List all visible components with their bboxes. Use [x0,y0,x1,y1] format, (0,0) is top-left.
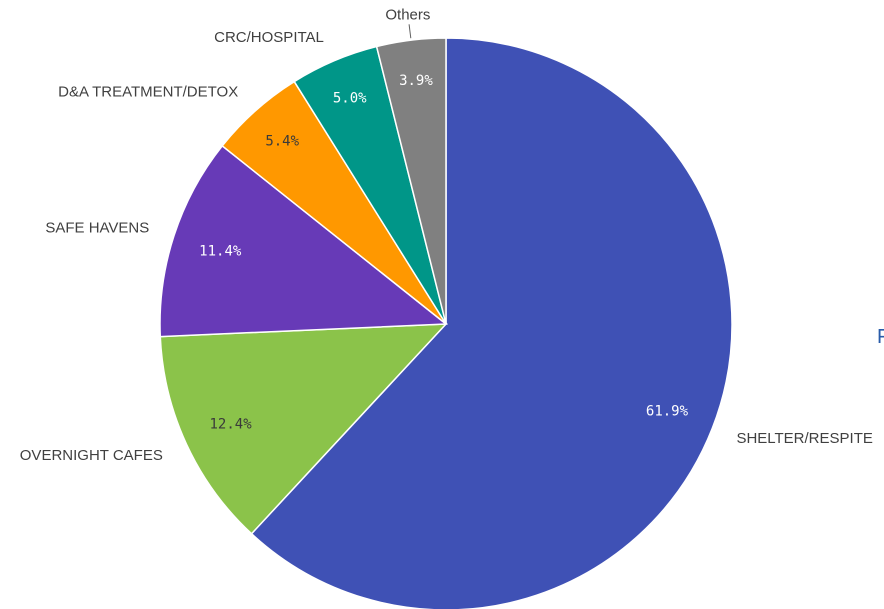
slice-value-label-3: 11.4% [199,244,242,260]
cropped-edge-text: F [877,326,884,348]
slice-value-label-4: 5.4% [265,134,299,150]
slice-category-label-1: SHELTER/RESPITE [736,430,872,447]
pie-slice-1[interactable] [250,37,733,609]
slice-value-label-1: 61.9% [646,404,689,420]
slice-value-label-5: 5.0% [333,91,367,107]
slice-category-label-4: D&A TREATMENT/DETOX [58,83,238,100]
slice-category-label-2: OVERNIGHT CAFES [20,447,163,464]
slice-category-label-5: CRC/HOSPITAL [214,29,324,46]
slice-category-label-6: Others [385,6,430,23]
slice-value-label-2: 12.4% [210,417,253,433]
slice-value-label-6: 3.9% [399,73,433,89]
pie-slice-2[interactable] [159,323,448,535]
slice-category-label-3: SAFE HAVENS [45,220,149,237]
pie-slice-6[interactable] [375,37,447,325]
leader-line-6 [408,24,412,39]
pie-slice-3[interactable] [159,144,449,338]
